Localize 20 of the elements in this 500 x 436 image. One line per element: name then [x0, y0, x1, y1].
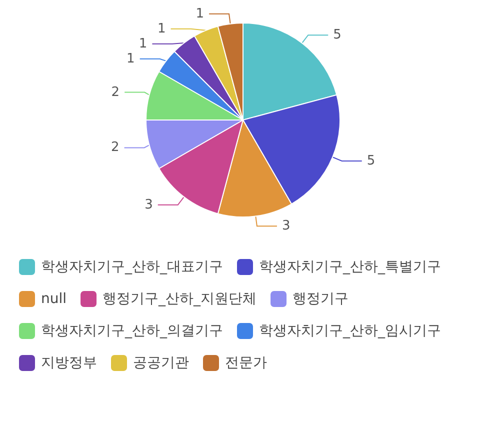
legend-label: 행정기구 — [292, 291, 349, 307]
legend-label: null — [41, 291, 67, 307]
legend-label: 학생자치기구_산하_대표기구 — [41, 259, 223, 275]
data-label: 2 — [111, 140, 120, 156]
legend-label: 학생자치기구_산하_임시기구 — [259, 323, 441, 339]
data-label: 1 — [126, 51, 135, 66]
legend-label: 학생자치기구_산하_특별기구 — [259, 259, 441, 275]
legend-label: 학생자치기구_산하_의결기구 — [41, 323, 223, 339]
data-label: 1 — [138, 36, 148, 52]
data-label: 3 — [282, 218, 290, 234]
legend-label: 지방정부 — [41, 355, 97, 371]
data-label: 5 — [366, 153, 376, 168]
data-label: 1 — [196, 6, 204, 22]
data-label: 2 — [111, 84, 120, 100]
data-label: 3 — [144, 197, 153, 212]
data-label: 1 — [158, 21, 166, 36]
legend-label: 공공기관 — [133, 355, 189, 371]
legend-label: 행정기구_산하_지원단체 — [102, 291, 257, 307]
legend-label: 전문가 — [225, 355, 267, 371]
data-label: 5 — [333, 28, 342, 43]
